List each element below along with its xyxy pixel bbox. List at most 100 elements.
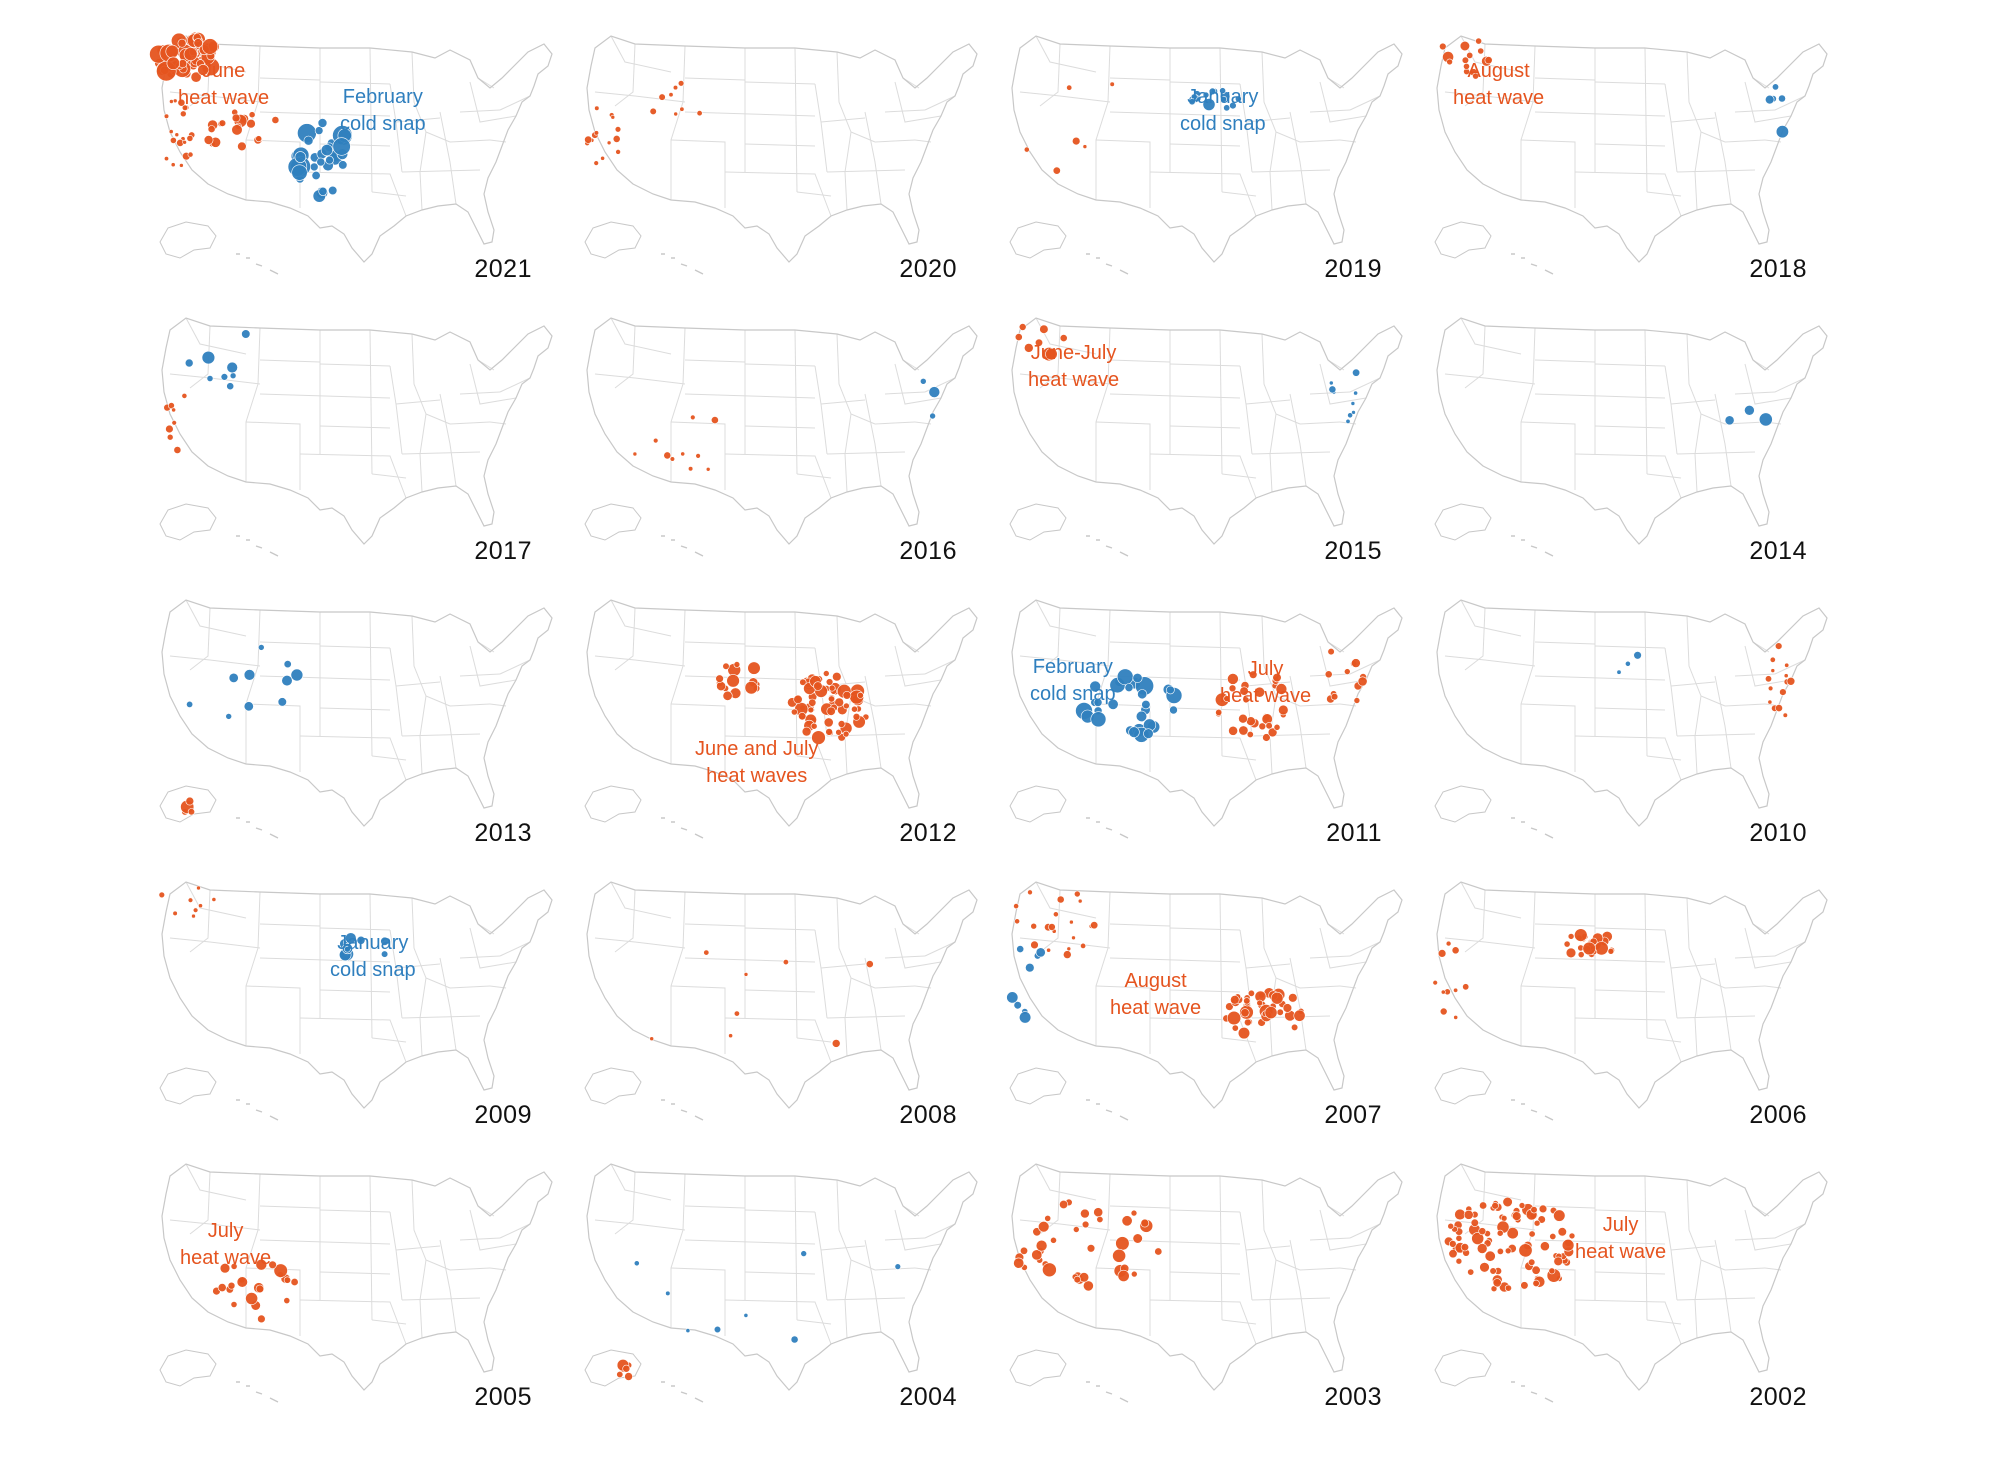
heat-event-dot	[1769, 656, 1776, 663]
heat-event-dot	[169, 137, 177, 144]
heat-event-dot	[1532, 1279, 1540, 1287]
us-map-2015	[1009, 317, 1403, 557]
heat-event-dot	[1046, 947, 1051, 953]
cold-event-dot	[1090, 711, 1107, 728]
heat-event-dot	[1459, 40, 1471, 52]
heat-event-dot	[842, 730, 850, 738]
heat-event-dot	[187, 151, 194, 158]
annotation-line: heat waves	[706, 765, 808, 787]
cold-event-dot	[894, 1263, 901, 1270]
us-outline	[1436, 599, 1828, 827]
heat-event-dot	[1023, 343, 1034, 353]
heat-event-dot	[1455, 1257, 1463, 1265]
annotation-line: August	[1124, 970, 1187, 992]
heat-event-dot	[726, 674, 740, 688]
heat-event-dot	[1496, 1229, 1504, 1237]
cold-event-dot	[294, 151, 307, 163]
heat-event-dot	[230, 1301, 238, 1308]
year-label: 2004	[899, 1383, 957, 1411]
heat-event-dot	[851, 705, 858, 713]
us-map-2004	[584, 1163, 978, 1403]
heat-event-dot	[248, 111, 256, 119]
map-panel-2002: July heat wave 2002	[1425, 1150, 1845, 1412]
heat-event-dot	[705, 467, 711, 472]
heat-event-dot	[172, 98, 178, 104]
heat-event-dot	[207, 125, 216, 133]
map-panel-2017: 2017	[150, 304, 570, 566]
state-boundaries	[1444, 881, 1806, 1063]
cold-event-dot	[1035, 947, 1046, 958]
heat-event-dot	[182, 140, 187, 145]
heat-event-dot	[193, 38, 203, 48]
hawaii-inset	[236, 253, 279, 275]
year-label: 2002	[1749, 1383, 1807, 1411]
heat-event-dot	[1568, 1232, 1576, 1240]
hawaii-inset	[236, 817, 279, 839]
cold-event-dot	[226, 361, 238, 374]
heat-event-dot	[1478, 1227, 1487, 1236]
cold-event-dot	[311, 171, 321, 181]
heat-event-dot	[1039, 324, 1049, 334]
annotation-line: heat wave	[180, 1247, 272, 1269]
us-map-2019	[1009, 35, 1403, 275]
cold-event-dot	[1169, 705, 1178, 715]
cold-event-dot	[1124, 683, 1134, 692]
cold-event-dot	[277, 697, 287, 707]
heat-event-dot	[181, 104, 189, 111]
heat-event-dot	[231, 113, 241, 123]
cold-event-dot	[303, 135, 314, 146]
heat-event-dot	[600, 155, 605, 161]
alaska-inset	[1009, 221, 1067, 259]
heat-event-dot	[218, 119, 227, 127]
hawaii-inset	[1086, 817, 1129, 839]
heat-event-dot	[1767, 685, 1774, 692]
cold-event-dot	[258, 644, 265, 651]
cold-event-dot	[1744, 405, 1755, 416]
cold-event-dot	[345, 932, 357, 944]
heat-event-dot	[1538, 1204, 1548, 1214]
heat-event-dot	[1540, 1241, 1550, 1252]
heat-event-dot	[1479, 1201, 1488, 1210]
cold-event-dot	[1350, 401, 1356, 406]
heat-event-dot	[1238, 725, 1249, 736]
annotation-line: heat wave	[178, 87, 270, 109]
heat-event-dot	[1531, 1265, 1541, 1275]
heat-event-dot	[1053, 911, 1059, 918]
heat-event-dot	[1565, 947, 1577, 959]
heat-event-dot	[1073, 1275, 1082, 1284]
heat-event-dot	[1484, 56, 1493, 65]
heat-event-dot	[1278, 704, 1289, 716]
us-outline	[586, 881, 978, 1109]
year-label: 2009	[474, 1101, 532, 1129]
cold-event-dot	[241, 329, 251, 339]
heat-event-dot	[1080, 942, 1087, 949]
heat-event-dot	[632, 451, 638, 457]
heat-event-dot	[1783, 673, 1789, 679]
small-multiples-grid: June heat wave February cold snap 2021 2020 Ja…	[149, 22, 1850, 1442]
annotation-line: heat wave	[1110, 997, 1202, 1019]
heat-event-dot	[1270, 991, 1284, 1005]
heat-event-dot	[813, 681, 823, 691]
heat-event-dot	[1467, 1268, 1475, 1276]
cold-event-dot	[1135, 710, 1148, 722]
cold-snap-annotation: January cold snap	[330, 930, 416, 984]
hawaii-inset	[236, 535, 279, 557]
heat-event-dot	[594, 105, 600, 111]
alaska-inset	[1434, 785, 1492, 823]
heat-event-dot	[1432, 979, 1438, 986]
cold-event-dot	[206, 375, 214, 382]
heat-event-dot	[172, 910, 178, 917]
heat-event-dot	[658, 93, 666, 101]
year-label: 2019	[1324, 255, 1382, 283]
heat-event-dot	[1445, 940, 1452, 947]
heat-event-dot	[1476, 1243, 1488, 1254]
heat-event-dot	[166, 433, 174, 441]
us-map-2002	[1434, 1163, 1828, 1403]
heat-event-dot	[1069, 919, 1074, 925]
cold-snap-annotation: January cold snap	[1180, 84, 1266, 138]
heat-event-dot	[158, 891, 165, 899]
heat-event-dot	[165, 44, 179, 59]
heat-event-dot	[1082, 144, 1088, 149]
map-panel-2015: June-July heat wave 2015	[1000, 304, 1420, 566]
us-map-2013	[159, 599, 553, 839]
